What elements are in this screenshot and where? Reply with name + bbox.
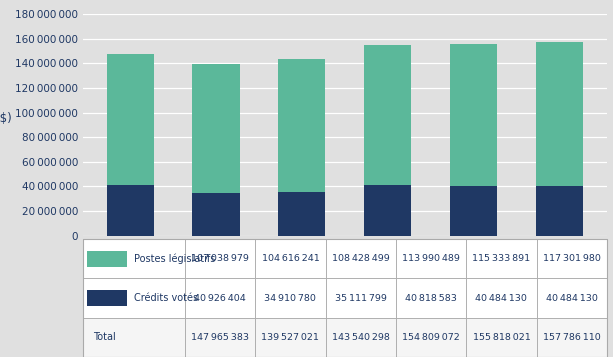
Bar (83, 239, 185, 278)
Bar (326, 278, 396, 318)
Text: 107 038 979: 107 038 979 (191, 254, 249, 263)
Bar (107, 185, 154, 236)
Bar (466, 318, 536, 357)
Bar (536, 186, 583, 236)
Text: 35 111 799: 35 111 799 (335, 293, 387, 303)
Bar (83, 318, 185, 357)
Bar (536, 318, 607, 357)
Bar (278, 59, 326, 192)
Text: Total: Total (93, 332, 116, 342)
Text: 40 818 583: 40 818 583 (405, 293, 457, 303)
Bar (466, 239, 536, 278)
Text: 143 540 298: 143 540 298 (332, 333, 390, 342)
Bar (255, 239, 326, 278)
Text: 40 484 130: 40 484 130 (546, 293, 598, 303)
Bar (536, 42, 583, 186)
Text: 154 809 072: 154 809 072 (402, 333, 460, 342)
Bar (185, 239, 255, 278)
Text: 115 333 891: 115 333 891 (473, 254, 530, 263)
Bar (107, 54, 154, 185)
Bar (326, 239, 396, 278)
Text: 108 428 499: 108 428 499 (332, 254, 390, 263)
Text: 104 616 241: 104 616 241 (262, 254, 319, 263)
Bar (278, 192, 326, 236)
Y-axis label: ($): ($) (0, 112, 12, 125)
Bar (87, 290, 128, 306)
Text: 139 527 021: 139 527 021 (262, 333, 319, 342)
Text: 147 965 383: 147 965 383 (191, 333, 249, 342)
Bar (326, 318, 396, 357)
Bar (185, 318, 255, 357)
Text: 117 301 980: 117 301 980 (543, 254, 601, 263)
Bar (536, 278, 607, 318)
Text: 40 926 404: 40 926 404 (194, 293, 246, 303)
Text: 40 484 130: 40 484 130 (476, 293, 527, 303)
Text: 113 990 489: 113 990 489 (402, 254, 460, 263)
Bar (466, 278, 536, 318)
Text: Crédits votés: Crédits votés (134, 293, 198, 303)
Bar (364, 45, 411, 185)
Bar (536, 239, 607, 278)
Bar (83, 278, 185, 318)
Bar (255, 278, 326, 318)
Text: Postes législatifs: Postes législatifs (134, 253, 215, 264)
Text: 157 786 110: 157 786 110 (543, 333, 601, 342)
Bar (396, 278, 466, 318)
Bar (364, 185, 411, 236)
Bar (192, 64, 240, 193)
Text: 155 818 021: 155 818 021 (473, 333, 530, 342)
Bar (450, 44, 497, 186)
Bar (87, 251, 128, 267)
Bar (396, 239, 466, 278)
Bar (185, 278, 255, 318)
Bar (396, 318, 466, 357)
Bar (450, 186, 497, 236)
Text: 34 910 780: 34 910 780 (264, 293, 316, 303)
Bar (192, 193, 240, 236)
Bar (255, 318, 326, 357)
